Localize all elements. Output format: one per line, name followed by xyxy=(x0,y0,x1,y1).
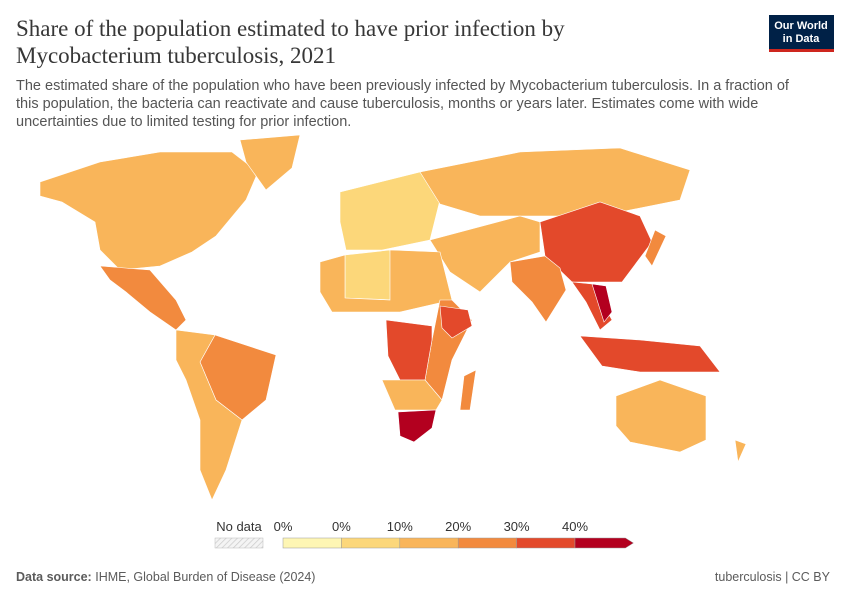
country xyxy=(429,215,541,293)
legend: 0% 0% 10% 20% 30% 40% xyxy=(274,519,634,549)
country xyxy=(579,335,721,373)
country xyxy=(319,249,453,313)
legend-swatch xyxy=(457,537,517,549)
legend-label: 20% xyxy=(445,519,471,534)
country xyxy=(239,134,301,191)
logo-box xyxy=(769,15,834,52)
country xyxy=(734,439,747,464)
map xyxy=(39,134,747,501)
subtitle-line: The estimated share of the population wh… xyxy=(16,78,790,94)
logo[interactable]: Our World in Data xyxy=(769,15,834,52)
legend-label: 0% xyxy=(332,519,351,534)
legend-label: 30% xyxy=(504,519,530,534)
country xyxy=(439,305,473,339)
country xyxy=(615,379,707,453)
subtitle-line: uncertainties due to limited testing for… xyxy=(16,114,351,130)
country xyxy=(175,329,243,501)
legend-label: 0% xyxy=(274,519,293,534)
country xyxy=(419,147,691,217)
legend-swatch xyxy=(574,537,634,549)
country xyxy=(509,255,567,323)
country xyxy=(381,379,443,411)
legend-swatch xyxy=(341,537,401,549)
country xyxy=(644,229,667,267)
source-label: Data source: xyxy=(16,570,92,584)
country xyxy=(344,249,396,301)
source: Data source: IHME, Global Burden of Dise… xyxy=(16,570,315,584)
country xyxy=(459,369,477,411)
country xyxy=(339,171,441,251)
country xyxy=(385,319,433,381)
license: tuberculosis | CC BY xyxy=(715,570,831,584)
no-data-label: No data xyxy=(216,519,262,534)
logo-bar xyxy=(769,49,834,52)
legend-label: 10% xyxy=(387,519,413,534)
source-text: IHME, Global Burden of Disease (2024) xyxy=(95,570,315,584)
title-line: Share of the population estimated to hav… xyxy=(16,16,565,41)
country xyxy=(99,265,187,331)
logo-text: Our World xyxy=(774,20,828,32)
legend-label: 40% xyxy=(562,519,588,534)
title-line: Mycobacterium tuberculosis, 2021 xyxy=(16,43,336,68)
no-data-swatch xyxy=(214,537,264,549)
country xyxy=(591,283,613,323)
country xyxy=(39,151,259,271)
country xyxy=(397,409,437,443)
country xyxy=(571,281,613,331)
legend-swatch xyxy=(282,537,342,549)
subtitle-line: this population, the bacteria can reacti… xyxy=(16,96,758,112)
legend-swatch xyxy=(516,537,576,549)
logo-text: in Data xyxy=(783,33,821,45)
legend-swatch xyxy=(399,537,459,549)
